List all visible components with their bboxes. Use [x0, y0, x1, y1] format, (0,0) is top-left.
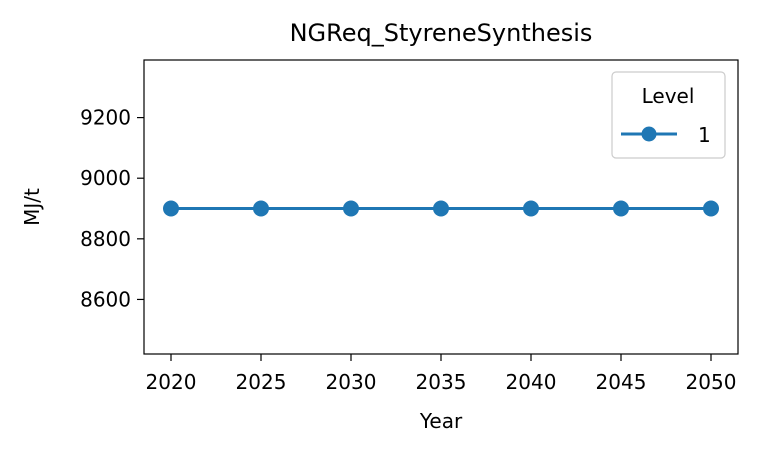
plot-frame: [143, 59, 739, 355]
data-point: [523, 200, 539, 217]
data-point: [253, 200, 269, 217]
data-point: [433, 200, 449, 217]
y-tick-label: 8600: [80, 287, 131, 311]
y-axis-ticks: 8600 8800 9000 9200: [80, 106, 144, 311]
data-point: [613, 200, 629, 217]
x-tick-label: 2030: [326, 370, 377, 394]
data-point: [163, 200, 179, 217]
data-point: [703, 200, 719, 217]
x-axis-ticks: 2020 2025 2030 2035 2040 2045 2050: [146, 354, 737, 394]
chart-title: NGReq_StyreneSynthesis: [290, 19, 593, 47]
x-tick-label: 2045: [596, 370, 647, 394]
legend-marker-series-1: [641, 126, 657, 142]
legend: Level 1: [611, 71, 726, 159]
x-tick-label: 2050: [686, 370, 737, 394]
legend-box: [611, 71, 726, 159]
legend-title: Level: [642, 84, 695, 108]
series-layer: [163, 200, 719, 217]
x-tick-label: 2040: [506, 370, 557, 394]
y-tick-label: 9200: [80, 106, 131, 130]
x-tick-label: 2020: [146, 370, 197, 394]
data-point: [343, 200, 359, 217]
y-axis-label: MJ/t: [20, 188, 44, 226]
x-tick-label: 2035: [416, 370, 467, 394]
x-axis-label: Year: [419, 409, 463, 433]
y-tick-label: 9000: [80, 166, 131, 190]
x-tick-label: 2025: [236, 370, 287, 394]
legend-label-series-1: 1: [698, 123, 711, 147]
y-tick-label: 8800: [80, 227, 131, 251]
